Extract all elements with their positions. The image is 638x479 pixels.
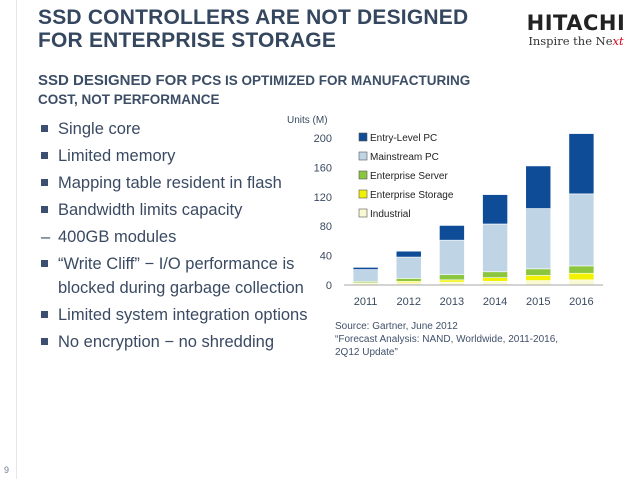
bar-segment	[482, 281, 508, 286]
bar-segment	[395, 256, 422, 279]
legend-label: Enterprise Server	[370, 171, 448, 182]
legend-label: Industrial	[370, 209, 411, 220]
y-tick-label: 120	[314, 192, 332, 204]
x-tick-label: 2014	[483, 296, 507, 308]
bar-segment	[439, 279, 465, 283]
x-tick-label: 2015	[526, 296, 550, 308]
source-note: Source: Gartner, June 2012 “Forecast Ana…	[335, 320, 565, 359]
logo-name: HITACHI	[526, 11, 626, 35]
bullet-item: Bandwidth limits capacity	[38, 198, 308, 222]
chart-annotation: 20	[509, 200, 523, 214]
logo-tagline-part2: xt	[612, 34, 624, 48]
legend-swatch	[358, 208, 368, 218]
subtitle-part2: S IS OPTIMIZED FOR MANUFACTURING	[212, 73, 471, 88]
bar-segment	[568, 265, 595, 274]
title-line-2: FOR ENTERPRISE STORAGE	[38, 29, 337, 52]
bar-segment	[439, 225, 465, 241]
bullet-item: Mapping table resident in flash	[38, 171, 308, 195]
left-rule	[16, 0, 17, 479]
y-tick-label: 0	[326, 280, 332, 292]
bar-segment	[395, 278, 422, 282]
legend-label: Enterprise Storage	[370, 190, 454, 201]
bullet-list: Single core Limited memory Mapping table…	[38, 117, 308, 357]
bar-segment	[482, 277, 508, 282]
bar-segment	[525, 275, 552, 281]
bar-segment	[482, 223, 508, 273]
bar-segment	[439, 281, 465, 286]
bar-segment	[439, 239, 465, 276]
bar-segment	[525, 280, 552, 286]
bar-segment	[568, 272, 595, 281]
bar-segment	[525, 208, 552, 270]
logo-tagline: Inspire the Next	[520, 34, 632, 48]
legend-swatch	[358, 151, 368, 161]
y-axis-label: Units (M)	[287, 115, 328, 126]
subtitle-line-1: SSD DESIGNED FOR PCS IS OPTIMIZED FOR MA…	[38, 71, 508, 90]
bullet-item: Single core	[38, 117, 308, 141]
bar-segment	[568, 279, 595, 286]
y-tick-label: 200	[314, 133, 332, 145]
bullet-item: “Write Cliff” − I/O performance is block…	[38, 252, 308, 300]
y-tick-label: 40	[320, 251, 332, 263]
subtitle-line-2: COST, NOT PERFORMANCE	[38, 92, 220, 107]
bar-segment	[352, 267, 379, 270]
bar-segment	[352, 269, 379, 282]
bar-segment	[395, 250, 422, 258]
title-line-1: SSD CONTROLLERS ARE NOT DESIGNED	[38, 6, 469, 29]
source-line-2: “Forecast Analysis: NAND, Worldwide, 201…	[335, 334, 559, 358]
page-number: 9	[4, 465, 10, 475]
legend-swatch	[358, 170, 368, 180]
subtitle-part1: SSD DESIGNED FOR PC	[38, 72, 213, 89]
bullet-item: No encryption − no shredding	[38, 330, 308, 354]
legend-label: Mainstream PC	[370, 152, 439, 163]
bar-segment	[482, 194, 508, 225]
y-tick-label: 160	[314, 162, 332, 174]
bar-segment	[525, 165, 552, 209]
source-line-1: Source: Gartner, June 2012	[335, 321, 458, 332]
x-tick-label: 2013	[440, 296, 464, 308]
bar-segment	[439, 274, 465, 281]
bar-segment	[482, 271, 508, 278]
bar-segment	[568, 193, 595, 267]
legend-swatch	[358, 132, 368, 142]
slide-title: SSD CONTROLLERS ARE NOT DESIGNED FOR ENT…	[38, 6, 508, 52]
slide-subtitle: SSD DESIGNED FOR PCS IS OPTIMIZED FOR MA…	[38, 71, 508, 109]
bar-segment	[525, 268, 552, 276]
x-tick-label: 2012	[397, 296, 421, 308]
x-tick-label: 2016	[569, 296, 593, 308]
hitachi-logo: HITACHI Inspire the Next	[520, 12, 632, 48]
y-tick-label: 80	[320, 221, 332, 233]
legend-swatch	[358, 189, 368, 199]
logo-tagline-part1: Inspire the Ne	[528, 34, 613, 48]
bullet-item: Limited memory	[38, 144, 308, 168]
x-tick-label: 2011	[354, 296, 378, 308]
legend-label: Entry-Level PC	[370, 133, 437, 144]
bullet-item: Limited system integration options	[38, 303, 308, 327]
bar-segment	[568, 133, 595, 195]
sub-bullet-item: 400GB modules	[38, 225, 308, 249]
